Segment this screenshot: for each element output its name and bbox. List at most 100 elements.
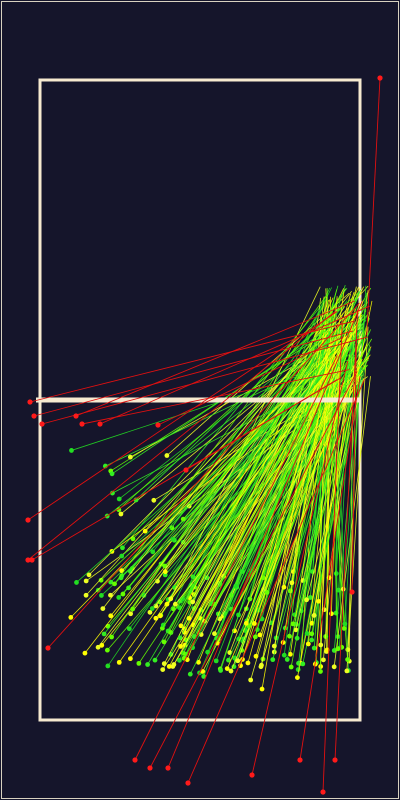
landing-point (128, 611, 134, 617)
landing-point (264, 590, 270, 595)
landing-point (201, 674, 207, 679)
landing-point (116, 595, 122, 600)
landing-point (151, 497, 157, 503)
landing-point (108, 613, 114, 619)
landing-point (287, 588, 293, 594)
out-point (249, 772, 255, 778)
trajectory (135, 319, 326, 501)
landing-point (130, 606, 136, 612)
trajectory (266, 318, 370, 593)
landing-point (101, 631, 107, 637)
landing-point (142, 528, 148, 534)
landing-point (235, 658, 241, 664)
out-trajectory (99, 305, 370, 425)
landing-point (147, 609, 153, 615)
trajectory (226, 358, 363, 669)
out-point (349, 589, 355, 595)
landing-point (161, 639, 167, 645)
out-trajectory (322, 322, 343, 793)
landing-point (318, 669, 323, 674)
landing-point (153, 615, 159, 621)
trajectory (166, 354, 371, 605)
landing-point (305, 641, 311, 647)
landing-point (112, 581, 117, 587)
trajectory (289, 345, 341, 591)
landing-point (177, 657, 182, 663)
landing-point (190, 599, 196, 605)
landing-point (226, 657, 231, 663)
landing-point (247, 596, 253, 602)
trajectory (179, 368, 324, 639)
landing-point (259, 662, 264, 668)
landing-point (270, 657, 276, 663)
landing-point (127, 454, 133, 460)
landing-point (187, 671, 193, 677)
landing-point (294, 675, 300, 681)
trajectory (214, 348, 356, 605)
landing-point (245, 660, 251, 666)
landing-point (119, 553, 125, 559)
out-point (27, 399, 33, 405)
landing-point (161, 661, 167, 667)
out-point (25, 517, 31, 523)
landing-point (171, 662, 177, 667)
landing-point (68, 614, 74, 620)
landing-point (172, 601, 178, 607)
landing-point (213, 658, 219, 664)
landing-point (243, 620, 249, 626)
out-trajectory (157, 336, 344, 426)
trajectory (203, 330, 331, 677)
out-point (45, 645, 51, 651)
landing-point (311, 645, 317, 651)
trajectory (172, 322, 346, 540)
trajectory (85, 285, 369, 596)
trajectory (174, 342, 322, 588)
landing-point (186, 615, 192, 621)
trajectory (286, 318, 360, 660)
landing-point (127, 656, 133, 662)
trajectory (346, 326, 369, 671)
landing-point (304, 597, 309, 603)
landing-point (74, 580, 79, 585)
out-trajectory (81, 369, 350, 425)
landing-point (130, 536, 136, 542)
landing-point (118, 511, 124, 517)
landing-point (160, 622, 166, 628)
trajectory (175, 370, 364, 605)
trajectory (130, 319, 361, 615)
landing-point (316, 598, 321, 604)
landing-point (170, 537, 176, 542)
landing-point (253, 653, 259, 659)
out-trajectories (25, 75, 383, 795)
landing-point (318, 642, 324, 648)
landing-point (342, 621, 348, 627)
landing-point (289, 580, 295, 586)
landing-point (149, 606, 155, 611)
landing-point (191, 634, 197, 639)
landing-point (281, 652, 287, 658)
trajectory (255, 323, 349, 657)
trajectory (261, 299, 331, 690)
trajectory (151, 318, 345, 609)
landing-point (116, 659, 122, 665)
landing-point (252, 634, 258, 640)
landing-point (328, 611, 334, 617)
trajectory (122, 308, 356, 595)
trajectory (88, 311, 350, 576)
out-point (25, 557, 31, 563)
trajectory (314, 370, 340, 665)
out-trajectory (167, 300, 363, 769)
trajectory (220, 285, 346, 671)
landing-point (98, 577, 104, 583)
out-point (320, 789, 326, 795)
landing-point (287, 633, 292, 639)
landing-point (177, 635, 183, 641)
out-point (297, 757, 303, 763)
landing-point (105, 663, 111, 669)
landing-point (344, 668, 350, 674)
landing-point (99, 593, 104, 598)
landing-point (326, 575, 332, 581)
landing-point (83, 578, 89, 584)
trajectory (132, 295, 343, 610)
landing-point (86, 572, 92, 578)
